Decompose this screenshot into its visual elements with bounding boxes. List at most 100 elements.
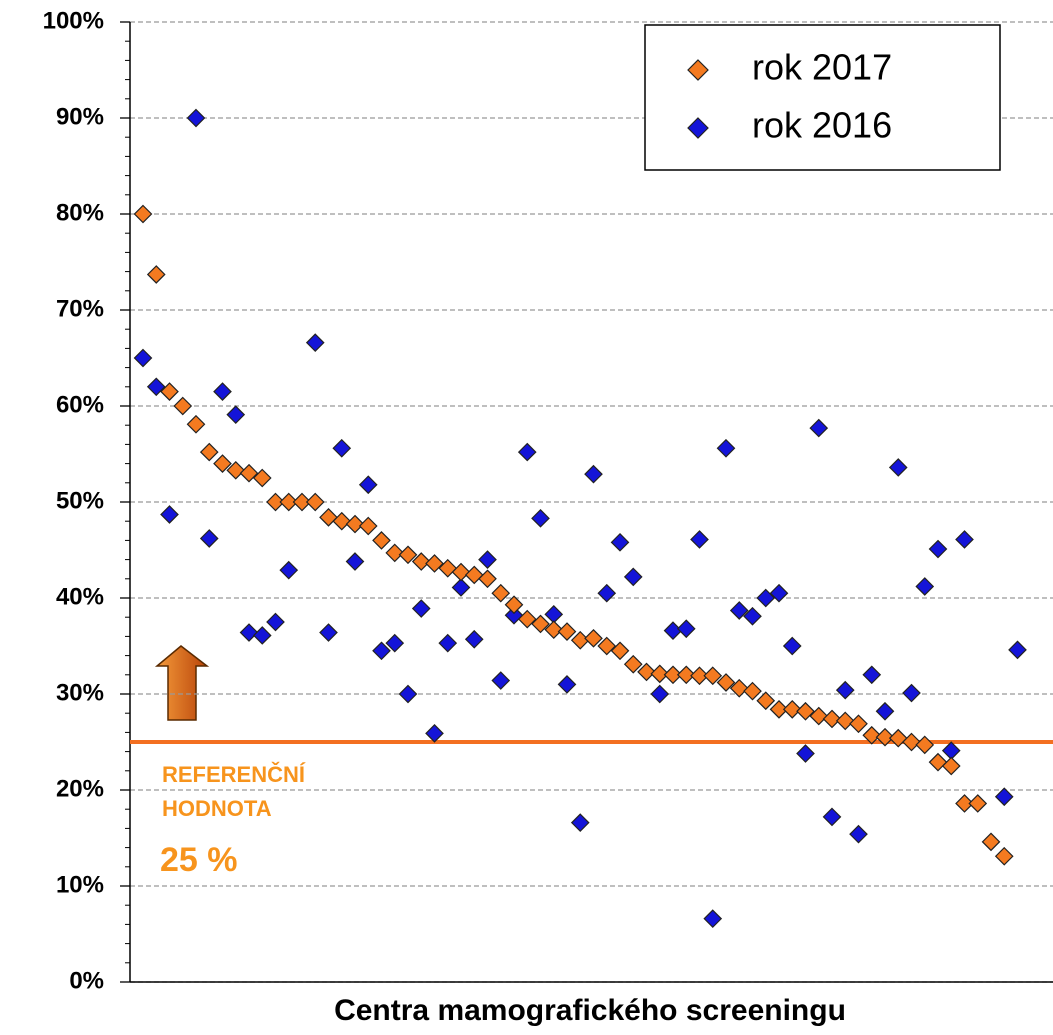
point <box>332 438 352 458</box>
point <box>716 438 736 458</box>
point <box>504 595 524 615</box>
point <box>239 623 259 642</box>
point <box>849 714 868 734</box>
point <box>849 824 868 844</box>
point <box>862 725 882 745</box>
point <box>438 558 458 578</box>
y-tick-label: 80% <box>56 199 104 226</box>
y-tick-label: 20% <box>56 775 104 802</box>
point <box>199 442 219 462</box>
y-tick-label: 60% <box>56 391 104 418</box>
point <box>491 583 511 603</box>
point <box>796 701 815 721</box>
point <box>319 623 338 642</box>
point <box>557 675 577 694</box>
legend-label: rok 2016 <box>752 105 892 146</box>
point <box>186 108 206 128</box>
point <box>160 382 179 401</box>
point <box>729 678 749 698</box>
point <box>743 681 762 701</box>
point <box>266 492 285 512</box>
point <box>835 711 855 731</box>
point <box>915 577 935 596</box>
point <box>531 508 550 528</box>
point <box>491 671 511 690</box>
point <box>756 588 776 608</box>
point <box>769 583 789 603</box>
point <box>544 604 564 624</box>
point <box>716 673 736 692</box>
point <box>955 530 974 549</box>
annotation-value: 25 % <box>160 841 238 879</box>
point <box>451 578 471 597</box>
point <box>345 514 365 534</box>
point <box>133 204 153 224</box>
point <box>835 680 855 700</box>
point <box>385 633 405 653</box>
point <box>186 414 206 434</box>
point <box>279 560 299 580</box>
point <box>822 709 842 729</box>
point <box>146 377 166 397</box>
point <box>557 622 577 641</box>
point <box>822 807 842 827</box>
point <box>504 605 524 625</box>
point <box>782 636 802 656</box>
point <box>584 628 603 648</box>
point <box>266 612 285 632</box>
legend-box <box>644 24 1001 171</box>
point <box>809 418 829 438</box>
point <box>372 641 391 661</box>
point <box>809 706 829 726</box>
point <box>928 752 948 772</box>
point <box>955 794 974 813</box>
point <box>239 463 259 483</box>
point <box>610 641 630 661</box>
point <box>994 846 1014 866</box>
x-axis-label: Centra mamografického screeningu <box>334 994 846 1027</box>
point <box>570 813 590 832</box>
annotation-text: HODNOTA <box>162 796 272 821</box>
point <box>769 700 789 719</box>
point <box>173 396 193 416</box>
point <box>146 265 166 284</box>
point <box>902 683 921 703</box>
point <box>888 458 908 477</box>
point <box>915 735 935 755</box>
point <box>478 550 497 569</box>
point <box>544 620 564 640</box>
point <box>729 601 749 620</box>
up-arrow <box>154 645 210 721</box>
point <box>411 599 431 618</box>
point <box>623 654 643 674</box>
point <box>597 636 617 656</box>
y-tick-label: 10% <box>56 871 104 898</box>
point <box>597 583 617 603</box>
point <box>411 552 431 571</box>
point <box>279 492 299 512</box>
point <box>875 701 895 721</box>
point <box>213 454 232 473</box>
point <box>478 569 497 589</box>
point <box>252 468 272 488</box>
y-tick-label: 70% <box>56 295 104 322</box>
point <box>398 545 418 565</box>
point <box>623 567 643 587</box>
point <box>213 382 232 401</box>
point <box>319 508 338 527</box>
point <box>888 728 908 748</box>
point <box>743 606 762 626</box>
point <box>517 442 537 462</box>
point <box>703 666 723 686</box>
point <box>199 529 219 548</box>
point <box>650 684 670 704</box>
point <box>1008 640 1027 660</box>
point <box>451 562 471 582</box>
point <box>994 787 1014 807</box>
y-tick-label: 0% <box>69 967 104 994</box>
point <box>438 633 458 653</box>
y-tick-label: 50% <box>56 487 104 514</box>
point <box>305 492 325 512</box>
point <box>756 691 776 711</box>
